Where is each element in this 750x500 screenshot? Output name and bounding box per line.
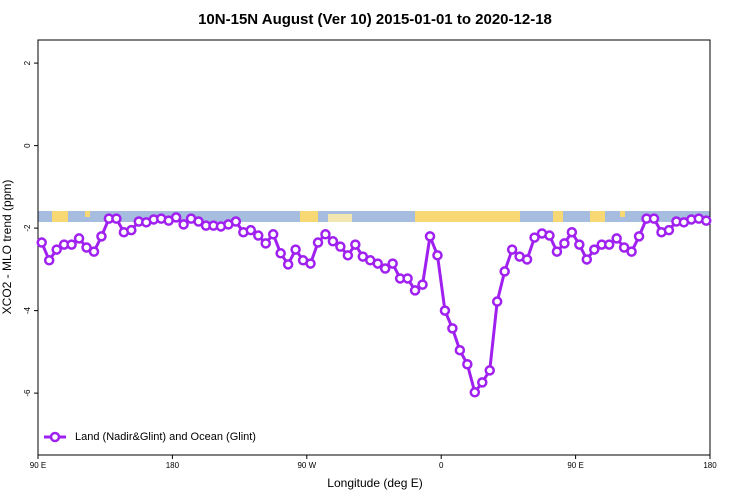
x-tick-label: 90 E [567, 461, 583, 470]
point [477, 377, 488, 388]
point [402, 273, 413, 284]
point [663, 224, 675, 236]
point [633, 231, 645, 242]
point [327, 236, 339, 247]
point [424, 231, 436, 242]
point [245, 224, 257, 236]
chart-title: 10N-15N August (Ver 10) 2015-01-01 to 20… [198, 11, 552, 28]
land-patch [52, 211, 68, 222]
point [559, 238, 570, 249]
point [66, 239, 77, 250]
map-band [38, 211, 710, 222]
x-tick-label: 90 W [297, 461, 316, 470]
point [230, 216, 242, 227]
point [544, 230, 555, 241]
point [379, 263, 391, 274]
point [521, 254, 533, 265]
point [454, 344, 466, 356]
point [574, 239, 585, 250]
point [51, 244, 62, 255]
legend-label: Land (Nadir&Glint) and Ocean (Glint) [75, 431, 256, 443]
land-patch [85, 211, 90, 217]
y-axis-label: XCO2 - MLO trend (ppm) [0, 180, 14, 315]
point [589, 244, 600, 255]
land-patch [328, 214, 352, 222]
point [43, 255, 55, 266]
y-tick-label: -6 [23, 389, 32, 397]
land-patch [590, 211, 605, 222]
point [126, 224, 137, 236]
point [432, 250, 443, 261]
point [253, 230, 264, 241]
point [417, 279, 428, 290]
point [36, 237, 47, 248]
point [312, 237, 324, 248]
point [193, 216, 204, 227]
land-patch [620, 211, 625, 217]
x-tick-label: 0 [439, 461, 444, 470]
land-patch [300, 211, 318, 222]
point [566, 226, 578, 238]
land-patch [553, 211, 563, 222]
x-axis-label: Longitude (deg E) [327, 476, 422, 490]
point [350, 239, 361, 250]
point [282, 259, 294, 270]
point [342, 250, 354, 261]
point [529, 232, 540, 243]
ocean-band [38, 211, 710, 222]
point [267, 229, 279, 240]
point [499, 266, 510, 277]
point [320, 229, 331, 240]
point [506, 244, 518, 255]
point [275, 248, 286, 259]
x-tick-label: 180 [166, 461, 180, 470]
point [603, 239, 615, 250]
plot-frame [37, 39, 711, 456]
y-tick-label: 2 [23, 60, 32, 65]
point [335, 241, 346, 252]
point [372, 258, 383, 269]
point [551, 246, 563, 257]
point [491, 296, 503, 307]
point [290, 244, 301, 255]
point [439, 305, 451, 316]
point [409, 285, 421, 296]
point [618, 242, 630, 253]
point [581, 254, 593, 265]
point [81, 242, 92, 253]
point [701, 215, 712, 226]
point [170, 212, 182, 223]
point [96, 231, 107, 242]
point [648, 213, 660, 224]
point [447, 323, 458, 334]
point [484, 365, 495, 376]
point [88, 246, 100, 257]
point [469, 387, 481, 398]
point [178, 219, 189, 230]
point [260, 238, 271, 249]
point [626, 246, 637, 257]
point [305, 258, 316, 269]
y-tick-label: 0 [23, 143, 32, 148]
y-tick-label: -2 [23, 224, 32, 232]
y-tick-label: -4 [23, 307, 32, 315]
point [111, 213, 122, 224]
legend-marker [49, 431, 61, 443]
point [73, 233, 85, 244]
point [611, 233, 622, 244]
x-tick-label: 90 E [30, 461, 46, 470]
point [387, 258, 398, 269]
point [462, 358, 473, 370]
land-patch [415, 211, 520, 222]
x-tick-label: 180 [703, 461, 717, 470]
